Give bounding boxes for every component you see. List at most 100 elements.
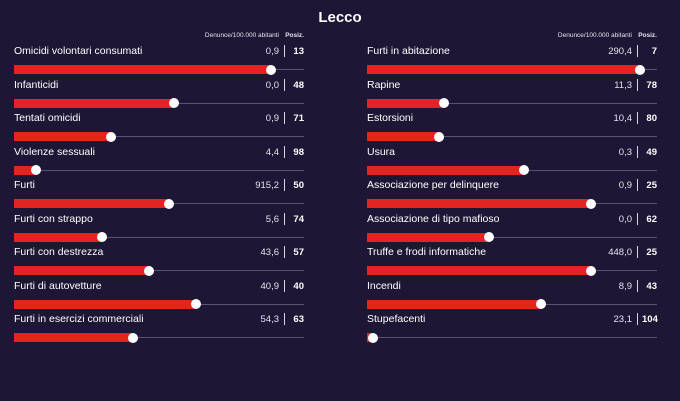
bar-rank: 40 (293, 280, 304, 292)
rows-left: Omicidi volontari consumati 0,9 13 Infantic… (14, 44, 304, 346)
bar-fill (367, 65, 641, 74)
bar-knob (536, 299, 546, 309)
bar-value: 10,4 (613, 113, 633, 124)
bar-row: Furti con destrezza 43,6 57 (14, 245, 304, 279)
value-separator (284, 112, 285, 124)
bar-knob (144, 265, 155, 276)
bar-knob (163, 198, 174, 209)
bar-track (367, 265, 657, 276)
bar-value: 290,4 (608, 46, 632, 57)
value-separator (637, 313, 638, 325)
chart-title: Lecco (318, 9, 362, 26)
bar-row: Associazione di tipo mafioso 0,0 62 (367, 212, 657, 246)
bar-label: Violenze sessuali (14, 145, 95, 158)
rank-header: Posiz. (285, 32, 304, 39)
bar-value: 11,3 (614, 79, 632, 91)
value-separator (284, 45, 285, 57)
bar-track (14, 299, 304, 309)
bar-track (367, 299, 657, 309)
value-separator (637, 45, 638, 57)
bar-fill (14, 232, 103, 242)
bar-value: 40,9 (260, 280, 280, 292)
value-separator (637, 279, 638, 292)
bar-track (14, 198, 304, 209)
bar-track (14, 131, 304, 142)
bar-knob (367, 332, 378, 343)
value-separator (284, 212, 285, 225)
bar-fill (367, 266, 591, 275)
value-separator (637, 145, 638, 158)
bar-rank: 71 (293, 113, 304, 124)
value-separator (284, 246, 285, 258)
bar-value: 23,1 (613, 314, 633, 325)
bar-fill (14, 199, 169, 208)
bar-row: Incendi 8,9 43 (367, 279, 657, 313)
track-line (14, 169, 304, 171)
bar-label: Associazione per delinquere (367, 179, 499, 191)
bar-label: Furti (14, 179, 35, 191)
bar-label: Furti in abitazione (367, 45, 450, 57)
bar-fill (14, 98, 175, 108)
bar-label: Furti con destrezza (14, 246, 104, 258)
bar-value: 0,3 (618, 146, 632, 158)
bar-fill (14, 165, 37, 175)
bar-label: Estorsioni (367, 112, 414, 124)
bar-value: 448,0 (608, 247, 632, 258)
bar-knob (105, 131, 116, 142)
bar-track (367, 165, 657, 175)
value-separator (284, 145, 285, 158)
value-separator (284, 279, 285, 292)
bar-label: Stupefacenti (367, 313, 426, 325)
bar-label: Furti di autovetture (14, 279, 102, 292)
bar-knob (439, 98, 450, 108)
bar-rank: 78 (646, 79, 657, 91)
bar-fill (14, 65, 271, 74)
bar-knob (585, 265, 596, 276)
bar-value: 0,9 (618, 180, 632, 191)
bar-rank: 80 (646, 113, 657, 124)
bar-fill (367, 299, 541, 309)
track-line (367, 102, 657, 104)
track-line (14, 270, 304, 271)
bar-value: 54,3 (260, 314, 280, 325)
bar-knob (433, 131, 444, 142)
value-separator (284, 179, 285, 191)
bar-track (14, 332, 304, 343)
bar-label: Associazione di tipo mafioso (367, 212, 500, 225)
bar-value: 43,6 (260, 247, 280, 258)
bar-row: Truffe e frodi informatiche 448,0 25 (367, 245, 657, 279)
value-header: Denunce/100.000 abitanti (204, 32, 279, 39)
bar-track (14, 232, 304, 242)
bar-label: Infanticidi (14, 78, 59, 91)
bar-track (14, 265, 304, 276)
bar-rank: 63 (293, 314, 304, 325)
bar-row: Tentati omicidi 0,9 71 (14, 111, 304, 145)
bar-knob (169, 98, 180, 108)
bar-rank: 98 (293, 146, 304, 158)
bar-row: Violenze sessuali 4,4 98 (14, 145, 304, 179)
bar-fill (367, 98, 445, 108)
bar-rank: 25 (646, 247, 657, 258)
rows-right: Furti in abitazione 290,4 7 Rapine 11,3 78 Est… (367, 44, 658, 346)
bar-row: Furti 915,2 50 (14, 178, 304, 212)
left-column: Denunce/100.000 abitanti Posiz. Omicidi … (14, 32, 304, 346)
bar-track (14, 165, 304, 175)
bar-track (14, 64, 304, 75)
bar-label: Omicidi volontari consumati (14, 45, 143, 57)
track-line (367, 136, 657, 137)
value-separator (284, 313, 285, 325)
bar-fill (14, 333, 133, 342)
bar-label: Furti in esercizi commerciali (14, 313, 144, 325)
bar-rank: 74 (293, 213, 304, 225)
bar-knob (31, 165, 42, 175)
bar-rank: 49 (646, 146, 657, 158)
bar-rank: 50 (293, 180, 304, 191)
bar-fill (367, 132, 439, 141)
bar-value: 0,9 (265, 46, 279, 57)
bar-row: Furti con strappo 5,6 74 (14, 212, 304, 246)
bar-row: Associazione per delinquere 0,9 25 (367, 178, 657, 212)
bar-track (14, 98, 304, 108)
bar-row: Omicidi volontari consumati 0,9 13 (14, 44, 304, 78)
bar-track (367, 198, 657, 209)
